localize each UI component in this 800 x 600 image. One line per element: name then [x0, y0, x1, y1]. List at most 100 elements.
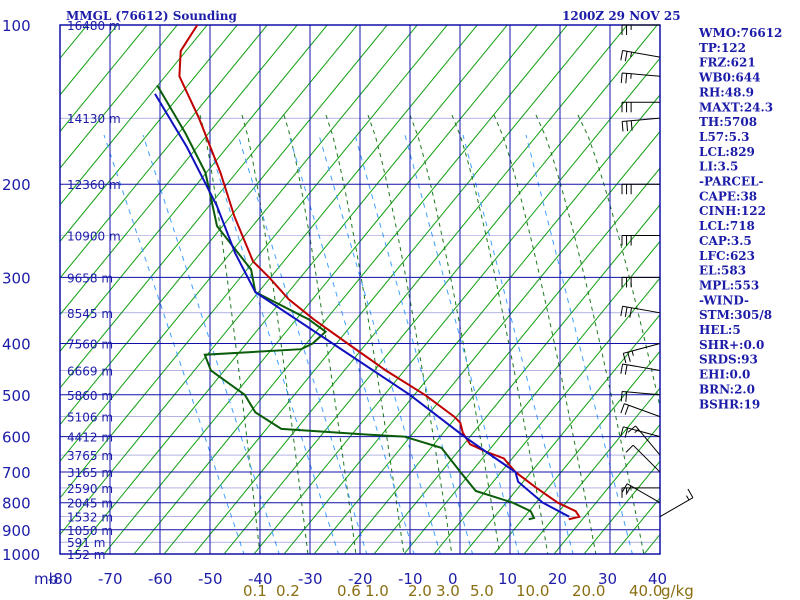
temperature-line	[178, 25, 581, 521]
mixing-ratio-line	[142, 134, 280, 554]
wind-barbs	[620, 24, 694, 518]
wind-barb-feather	[624, 51, 628, 62]
mixing-ratio-label: 0.6	[337, 582, 361, 600]
dry-adiabat-line	[163, 25, 598, 554]
height-label: 1532 m	[67, 511, 113, 525]
index-value: -PARCEL-	[699, 175, 764, 189]
height-label: 3165 m	[67, 466, 113, 480]
index-value: HEL:5	[699, 323, 741, 337]
dry-adiabat-line	[60, 25, 268, 279]
moist-adiabat-line	[241, 114, 309, 554]
plot-frame	[59, 24, 661, 555]
wind-barb-staff	[622, 305, 661, 314]
moist-adiabat-line	[325, 114, 405, 554]
dry-adiabat-line	[643, 533, 660, 554]
dry-adiabat-line	[60, 25, 238, 243]
wind-barb-feather	[626, 121, 629, 132]
wind-barb-feather	[621, 483, 628, 493]
wind-barb-half-feather	[686, 495, 690, 501]
wind-barb-feather	[620, 50, 624, 61]
index-value: CINH:122	[699, 204, 766, 218]
dry-adiabat-line	[60, 25, 418, 463]
wind-barb-staff	[623, 343, 661, 354]
moist-adiabat-line	[409, 114, 501, 554]
mixing-ratio-label: 0.1	[243, 582, 267, 600]
index-value: LI:3.5	[699, 160, 738, 174]
temperature-tick-label: -80	[48, 570, 73, 588]
wind-barb	[621, 235, 660, 246]
index-value: STM:305/8	[699, 308, 772, 322]
index-value: -WIND-	[699, 293, 749, 307]
dry-adiabat-line	[463, 313, 660, 554]
wind-barb	[620, 72, 661, 84]
wind-barb-feather	[624, 427, 629, 438]
dewpoint-line	[156, 84, 536, 521]
height-label: 10900 m	[67, 230, 121, 244]
pressure-tick-label: 800	[2, 495, 31, 513]
index-value: LCL:718	[699, 219, 755, 233]
height-label: 2590 m	[67, 482, 113, 496]
parcel-line	[154, 93, 570, 518]
height-label: 7560 m	[67, 337, 113, 351]
dry-adiabat-line	[60, 25, 118, 96]
wind-barb-staff	[622, 363, 661, 372]
wind-barb-staff	[622, 50, 661, 58]
wind-barb	[620, 426, 661, 438]
dry-adiabat-line	[60, 25, 298, 316]
moist-adiabat-line	[493, 114, 597, 554]
wind-barb-staff	[622, 390, 661, 396]
mixing-ratio-unit-label: g/kg	[661, 582, 694, 600]
dry-adiabat-line	[60, 25, 478, 536]
height-label: 9658 m	[67, 271, 113, 285]
wind-barb	[627, 425, 661, 456]
wind-barb-feather	[625, 485, 632, 495]
index-value: LFC:623	[699, 249, 755, 263]
height-label: 6669 m	[67, 365, 113, 379]
wind-barb-feather	[625, 73, 628, 84]
wind-barb-feather	[624, 364, 628, 375]
temperature-tick-label: -10	[398, 570, 423, 588]
wind-barb-feather	[627, 352, 631, 362]
wind-barb	[622, 343, 661, 364]
moist-adiabat-line	[199, 114, 261, 554]
index-value: WB0:644	[698, 71, 760, 85]
wind-barb-staff	[624, 403, 661, 418]
wind-barb-feather	[620, 426, 624, 437]
dry-adiabat-line	[60, 25, 328, 353]
mixing-ratio-label: 5.0	[470, 582, 494, 600]
temperature-tick-label: -30	[298, 570, 323, 588]
index-value: MAXT:24.3	[699, 100, 773, 114]
wind-barb-staff	[659, 497, 694, 518]
temperature-tick-label: 30	[598, 570, 617, 588]
temperature-tick-label: -70	[98, 570, 123, 588]
dry-adiabat-line	[223, 25, 658, 554]
wind-barb	[659, 488, 694, 518]
dry-adiabat-line	[193, 25, 628, 554]
height-label: 8545 m	[67, 307, 113, 321]
dry-adiabat-line	[60, 25, 448, 499]
mixing-ratio-label: 2.0	[408, 582, 432, 600]
index-value: FRZ:621	[699, 56, 756, 70]
index-value: EL:583	[699, 264, 746, 278]
pressure-unit-label: mb	[34, 570, 58, 588]
height-label: 591 m	[67, 536, 105, 550]
temperature-tick-label: -40	[248, 570, 273, 588]
pressure-tick-label: 400	[2, 335, 31, 353]
pressure-tick-label: 200	[2, 176, 31, 194]
dry-adiabat-line	[133, 25, 568, 554]
wind-barb	[621, 117, 661, 132]
mixing-ratio-line	[354, 134, 474, 554]
wind-barb	[621, 276, 660, 288]
height-label: 152 m	[67, 548, 105, 562]
temperature-tick-label: 10	[498, 570, 517, 588]
index-value: CAPE:38	[699, 189, 757, 203]
index-value: SHR+:0.0	[699, 338, 764, 352]
temperature-tick-label: -20	[348, 570, 373, 588]
index-value: BSHR:19	[699, 397, 760, 411]
index-value: TH:5708	[699, 115, 757, 129]
index-value: RH:48.9	[699, 85, 754, 99]
wind-barb	[621, 183, 660, 195]
mixing-ratio-line	[318, 134, 441, 554]
